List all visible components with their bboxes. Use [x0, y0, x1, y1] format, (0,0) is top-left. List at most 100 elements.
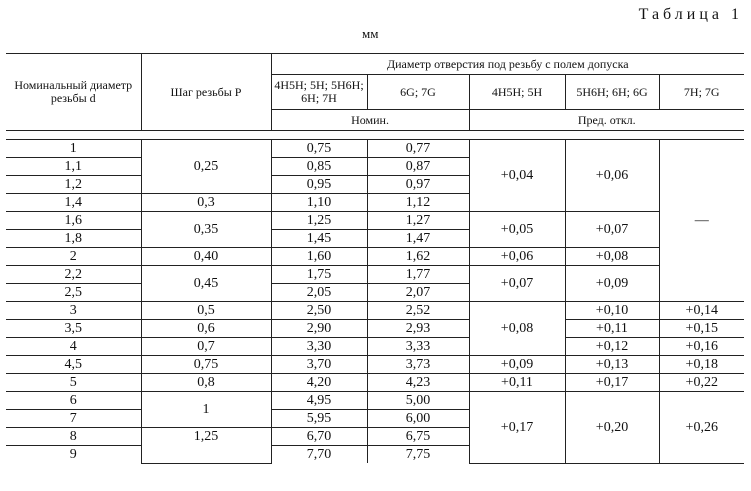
pitch-cell: 0,75	[140, 355, 272, 374]
nominal-diameter-cell: 4,5	[6, 355, 142, 374]
nominal-a-cell: 3,30	[270, 337, 368, 356]
deviation-d-cell: +0,13	[564, 355, 660, 374]
table-row: 5 0,8 4,20 4,23 +0,11 +0,17 +0,22	[6, 373, 744, 392]
deviation-d-cell: +0,20	[564, 391, 660, 464]
nominal-a-cell: 5,95	[270, 409, 368, 428]
nominal-diameter-cell: 1,2	[6, 175, 142, 194]
deviation-e-cell: +0,18	[658, 355, 744, 374]
table-row: 1,8 1,45 1,47	[6, 229, 744, 248]
header-tolerance-b: 6G; 7G	[366, 74, 470, 110]
deviation-c-cell: +0,08	[468, 301, 566, 356]
deviation-c-cell: +0,06	[468, 247, 566, 266]
deviation-d-cell: +0,11	[564, 319, 660, 338]
pitch-cell: 0,7	[140, 337, 272, 356]
nominal-a-cell: 1,60	[270, 247, 368, 266]
pitch-cell: 0,35	[140, 211, 272, 248]
header-limit-deviation: Пред. откл.	[468, 109, 744, 131]
nominal-a-cell: 7,70	[270, 445, 368, 463]
header-spacer	[6, 130, 744, 140]
nominal-a-cell: 2,05	[270, 283, 368, 302]
deviation-d-cell: +0,07	[564, 211, 659, 248]
deviation-c-cell: +0,07	[468, 265, 566, 302]
header-tolerance-e: 7H; 7G	[658, 74, 744, 110]
deviation-e-cell: +0,22	[658, 373, 744, 392]
nominal-b-cell: 2,07	[366, 283, 469, 302]
pitch-cell: 1,25	[140, 427, 272, 464]
nominal-diameter-cell: 9	[6, 445, 142, 463]
table-row: 1,6 0,35 1,25 1,27 +0,05 +0,07	[6, 211, 744, 248]
nominal-b-cell: 1,27	[366, 211, 470, 230]
pitch-cell: 0,45	[140, 265, 272, 302]
deviation-d-cell: +0,12	[564, 337, 660, 356]
nominal-a-cell: 0,75	[270, 139, 368, 158]
deviation-d-cell: +0,10	[564, 301, 660, 320]
nominal-b-cell: 0,77	[366, 139, 470, 158]
header-nominal: Номин.	[271, 109, 470, 131]
nominal-diameter-cell: 7	[6, 409, 142, 428]
deviation-e-cell: +0,16	[658, 337, 744, 356]
nominal-a-cell: 2,50	[270, 301, 368, 320]
deviation-e-cell: +0,26	[658, 391, 744, 464]
nominal-a-cell: 1,25	[270, 211, 368, 230]
nominal-diameter-cell: 8	[6, 427, 142, 446]
nominal-diameter-cell: 2,5	[6, 283, 142, 302]
nominal-diameter-cell: 1,1	[6, 157, 142, 176]
nominal-a-cell: 2,90	[270, 319, 368, 338]
nominal-b-cell: 0,87	[366, 157, 469, 176]
table-row: 2 0,40 1,60 1,62 +0,06 +0,08	[6, 247, 744, 266]
nominal-diameter-cell: 3,5	[6, 319, 142, 338]
header-nominal-diameter: Номинальный диаметр резьбы d	[6, 53, 142, 131]
deviation-c-cell: +0,17	[468, 391, 566, 464]
nominal-b-cell: 1,62	[366, 247, 470, 266]
nominal-diameter-cell: 1,8	[6, 229, 142, 248]
table-row: 9 7,70 7,75	[6, 445, 744, 463]
nominal-a-cell: 4,95	[270, 391, 368, 410]
table-row: 6 1 4,95 5,00 +0,17 +0,20 +0,26	[6, 391, 744, 464]
table-row: 1 0,25 0,75 0,77 +0,04 +0,06 —	[6, 139, 744, 302]
unit-label: мм	[362, 26, 379, 41]
deviation-d-cell: +0,08	[564, 247, 659, 266]
nominal-b-cell: 1,77	[366, 265, 470, 284]
nominal-a-cell: 3,70	[270, 355, 368, 374]
deviation-c-cell: +0,11	[468, 373, 566, 392]
pitch-cell: 0,3	[140, 193, 272, 212]
header-hole-diameter-group: Диаметр отверстия под резьбу с полем доп…	[270, 53, 744, 75]
table-caption: Таблица 1	[638, 6, 743, 23]
nominal-b-cell: 4,23	[366, 373, 470, 392]
nominal-b-cell: 0,97	[366, 175, 469, 194]
header-tolerance-a: 4H5H; 5H; 5H6H; 6H; 7H	[271, 74, 368, 110]
nominal-diameter-cell: 4	[6, 337, 142, 356]
deviation-e-cell: +0,14	[658, 301, 744, 320]
nominal-diameter-cell: 6	[6, 391, 142, 410]
nominal-a-cell: 6,70	[270, 427, 368, 446]
deviation-c-cell: +0,09	[468, 355, 566, 374]
pitch-cell: 0,40	[140, 247, 272, 266]
nominal-b-cell: 2,93	[366, 319, 470, 338]
pitch-cell: 0,6	[140, 319, 272, 338]
deviation-d-cell: +0,17	[564, 373, 660, 392]
nominal-a-cell: 0,85	[270, 157, 368, 176]
nominal-diameter-cell: 2	[6, 247, 142, 266]
deviation-c-cell: +0,04	[468, 139, 566, 212]
nominal-diameter-cell: 1	[6, 139, 142, 158]
nominal-diameter-cell: 2,2	[6, 265, 142, 284]
table-row: 2,5 2,05 2,07	[6, 283, 744, 302]
nominal-a-cell: 4,20	[270, 373, 368, 392]
pitch-cell: 0,25	[140, 139, 272, 194]
nominal-b-cell: 7,75	[366, 445, 469, 463]
pitch-cell: 0,5	[140, 301, 272, 320]
nominal-diameter-cell: 1,4	[6, 193, 142, 212]
deviation-c-cell: +0,05	[468, 211, 566, 248]
nominal-b-cell: 3,33	[366, 337, 470, 356]
header-thread-pitch: Шаг резьбы P	[140, 53, 272, 131]
table-row: 7 5,95 6,00	[6, 409, 744, 428]
nominal-a-cell: 1,10	[270, 193, 368, 212]
table-row: 2,2 0,45 1,75 1,77 +0,07 +0,09	[6, 265, 744, 302]
nominal-a-cell: 1,45	[270, 229, 368, 248]
deviation-e-cell: —	[658, 139, 744, 302]
nominal-diameter-cell: 1,6	[6, 211, 142, 230]
pitch-cell: 1	[140, 391, 272, 428]
deviation-d-cell: +0,09	[564, 265, 659, 302]
nominal-a-cell: 1,75	[270, 265, 368, 284]
deviation-e-cell: +0,15	[658, 319, 744, 338]
